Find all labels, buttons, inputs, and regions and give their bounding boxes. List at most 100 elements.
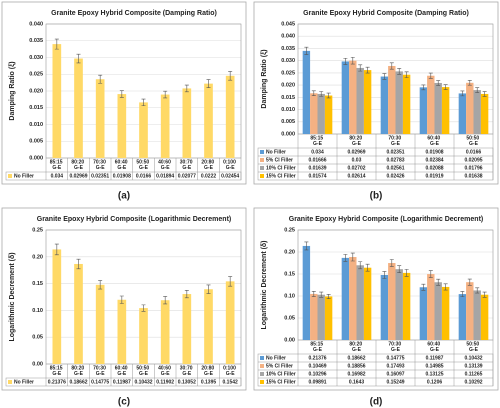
error-bar: [54, 243, 59, 256]
y-tick-label: 0.15: [32, 281, 43, 287]
y-tick-label: 0.00: [284, 337, 295, 343]
table-value: 0.17493: [386, 363, 404, 369]
error-bar: [467, 278, 472, 286]
y-tick-label: 0.015: [29, 105, 43, 111]
y-tick-label: 0.20: [32, 254, 43, 260]
x-tick-label: 30:70 G-E: [180, 366, 194, 378]
bar: [402, 74, 411, 134]
x-tick-label: 40:60 G-E: [158, 366, 172, 378]
x-tick-label: 70:30 G-E: [93, 366, 107, 378]
bar: [427, 274, 435, 340]
legend-label: 15% CI Filler: [266, 173, 296, 179]
x-tick-label: 40:60 G-E: [158, 160, 172, 172]
table-value: 0.18662: [347, 355, 365, 361]
y-tick-label: 0.045: [281, 21, 295, 27]
table-value: 0.01796: [464, 165, 482, 171]
legend-label: 5% CI Filler: [266, 157, 293, 163]
error-bar: [358, 64, 363, 72]
bar: [458, 93, 467, 134]
table-value: 0.0222: [201, 173, 217, 179]
table-value: 0.18662: [69, 379, 87, 385]
bar: [310, 293, 318, 340]
error-bar: [326, 92, 331, 99]
bar: [441, 87, 450, 134]
table-value: 0.02351: [91, 173, 109, 179]
y-tick-label: 0.020: [281, 83, 295, 89]
y-tick-label: 0.05: [284, 315, 295, 321]
error-bar: [76, 53, 81, 64]
error-bar: [319, 91, 324, 97]
table-value: 0.01639: [308, 165, 326, 171]
legend-label: 15% CI Filler: [266, 379, 296, 385]
table-value: 0.13052: [178, 379, 196, 385]
error-bar: [304, 241, 309, 251]
x-tick-label: 60:40 G-E: [115, 160, 129, 172]
bar: [356, 265, 364, 340]
bar: [182, 88, 192, 158]
table-value: 0.09891: [308, 379, 326, 385]
table-value: 0.02088: [425, 165, 443, 171]
y-tick-label: 0.010: [29, 122, 43, 128]
table-value: 0.01908: [425, 149, 443, 155]
table-value: 0.03: [352, 157, 362, 163]
y-tick-label: 0.20: [284, 249, 295, 255]
y-tick-label: 0.10: [284, 293, 295, 299]
error-bar: [389, 259, 394, 267]
y-tick-label: 0.040: [29, 21, 43, 27]
table-value: 0.14775: [91, 379, 109, 385]
error-bar: [228, 71, 233, 81]
legend-swatch: [260, 158, 264, 162]
bar: [324, 296, 333, 340]
y-axis-label: Logarithmic Decrement (δ): [9, 252, 16, 341]
x-tick-label: 60:40 G-E: [427, 342, 441, 354]
bar: [182, 294, 192, 364]
table-value: 0.02702: [347, 165, 365, 171]
table-value: 0.14985: [425, 363, 443, 369]
error-bar: [421, 84, 426, 91]
y-tick-label: 0.15: [284, 271, 295, 277]
table-value: 0.01919: [425, 173, 443, 179]
bar: [419, 87, 428, 134]
y-tick-label: 0.025: [281, 70, 295, 76]
table-value: 0.1395: [201, 379, 217, 385]
x-tick-label: 20:80 G-E: [201, 160, 215, 172]
bar: [317, 294, 325, 340]
table-value: 0.10432: [464, 355, 482, 361]
x-tick-label: 70:30 G-E: [93, 160, 107, 172]
table-value: 0.0166: [466, 149, 482, 155]
error-bar: [343, 57, 348, 65]
bar: [380, 274, 389, 340]
error-bar: [365, 263, 370, 272]
y-axis-label: Damping Ratio (ξ): [9, 61, 16, 120]
y-tick-label: 0.25: [284, 227, 295, 233]
table-value: 0.10296: [308, 371, 326, 377]
table-value: 0.13139: [464, 363, 482, 369]
legend-swatch: [260, 150, 264, 154]
y-tick-label: 0.000: [281, 131, 295, 137]
error-bar: [460, 90, 465, 97]
bar: [160, 300, 170, 364]
table-value: 0.02351: [386, 149, 404, 155]
bar: [434, 82, 442, 134]
bar: [363, 70, 372, 134]
y-tick-label: 0.020: [29, 88, 43, 94]
table-value: 0.02077: [178, 173, 196, 179]
error-bar: [163, 296, 168, 305]
table-value: 0.01894: [156, 173, 174, 179]
x-tick-label: 50:50 G-E: [466, 136, 480, 148]
x-tick-label: 70:30 G-E: [388, 136, 402, 148]
table-value: 0.21376: [308, 355, 326, 361]
x-tick-label: 80:20 G-E: [71, 160, 85, 172]
y-tick-label: 0.000: [29, 155, 43, 161]
bar: [204, 83, 213, 158]
error-bar: [428, 72, 433, 79]
table-value: 0.02561: [386, 165, 404, 171]
y-tick-label: 0.00: [32, 361, 43, 367]
y-axis-label: Damping Ratio (ξ): [261, 49, 268, 108]
error-bar: [358, 261, 363, 270]
bar: [349, 257, 357, 340]
error-bar: [228, 276, 233, 287]
y-tick-label: 0.25: [32, 227, 43, 233]
table-value: 0.02614: [347, 173, 365, 179]
